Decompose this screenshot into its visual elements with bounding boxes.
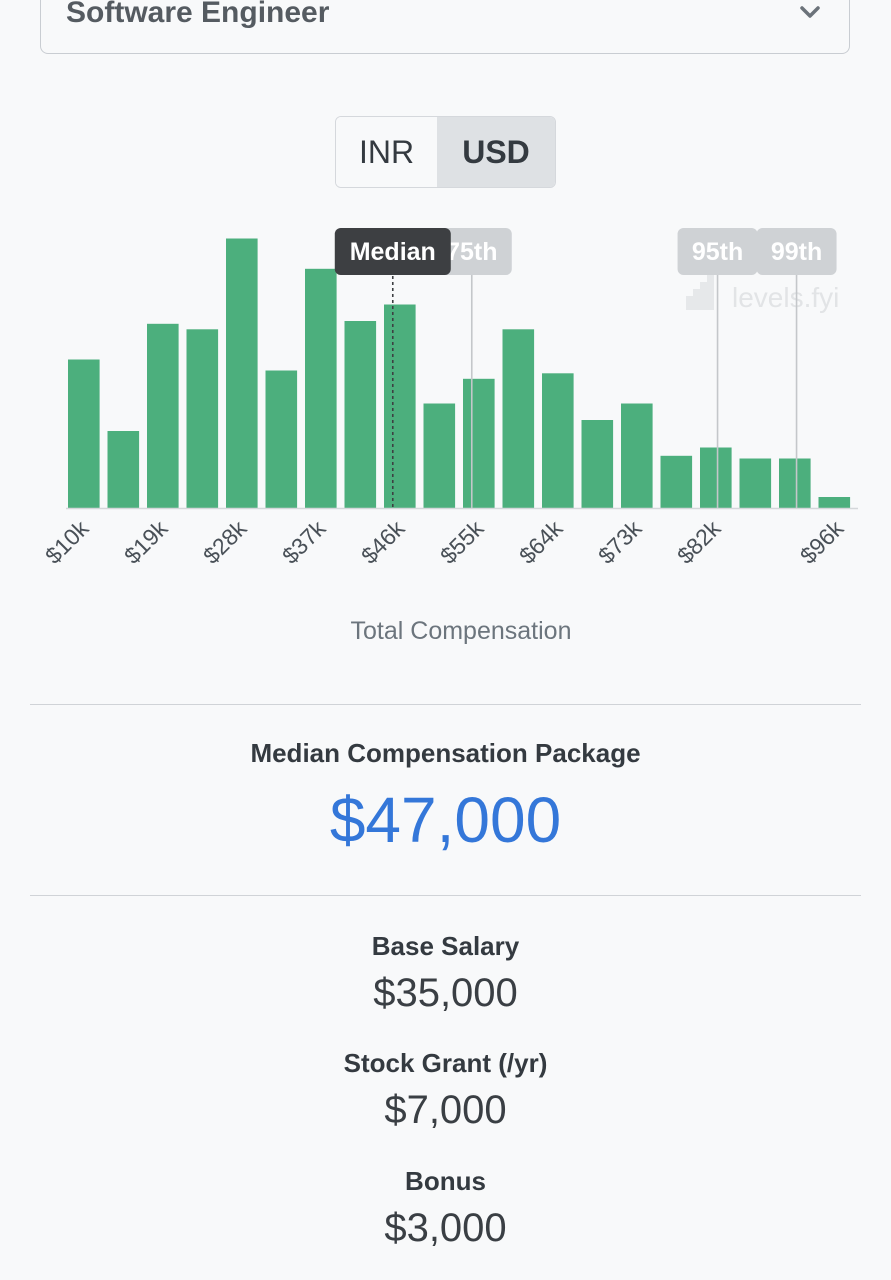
divider <box>30 895 861 896</box>
median-value: $47,000 <box>329 784 562 856</box>
levels-logo-icon <box>686 275 714 310</box>
histogram-bar <box>384 304 416 508</box>
stock-grant-value: $7,000 <box>384 1088 507 1132</box>
x-tick-label: $37k <box>277 515 331 569</box>
histogram-bar <box>344 321 377 508</box>
currency-option-usd[interactable]: USD <box>437 117 555 187</box>
watermark-text: levels.fyi <box>732 282 839 313</box>
histogram-bar <box>107 431 140 508</box>
histogram-bar <box>423 403 456 508</box>
percentile-badge-label: 95th <box>692 238 743 266</box>
percentile-badge-label: 99th <box>771 238 822 266</box>
base-salary-label: Base Salary <box>371 931 520 961</box>
histogram-bar <box>463 378 495 509</box>
x-tick-label: $73k <box>593 515 647 569</box>
x-tick-label: $10k <box>40 515 94 569</box>
x-tick-label: $46k <box>356 515 410 569</box>
histogram-bar <box>542 373 574 509</box>
x-axis-label: Total Compensation <box>351 617 572 645</box>
histogram-bar <box>147 323 179 509</box>
histogram-bar <box>68 359 100 508</box>
x-tick-label: $55k <box>435 515 489 569</box>
chevron-down-icon <box>800 6 820 18</box>
stock-grant-label: Stock Grant (/yr) <box>343 1048 548 1078</box>
bonus-label: Bonus <box>405 1166 486 1196</box>
histogram-bar <box>739 458 772 508</box>
job-title-value: Software Engineer <box>66 0 330 29</box>
levels-fyi-watermark: levels.fyi <box>686 275 839 313</box>
job-title-dropdown[interactable]: Software Engineer <box>40 0 850 54</box>
percentile-badge-label: 75th <box>446 238 497 266</box>
histogram-bar <box>660 455 693 509</box>
base-salary-value: $35,000 <box>373 971 518 1015</box>
percentile-badge <box>677 228 758 275</box>
median-title: Median Compensation Package <box>250 738 641 768</box>
percentile-badge <box>431 228 512 275</box>
histogram-bar <box>779 458 811 508</box>
currency-toggle[interactable]: INR USD <box>335 116 556 188</box>
median-badge <box>334 228 451 275</box>
histogram-bar <box>700 447 732 508</box>
divider <box>30 704 861 705</box>
histogram-bar <box>502 329 535 509</box>
x-tick-label: $82k <box>672 515 726 569</box>
x-tick-label: $64k <box>514 515 568 569</box>
histogram-bar <box>581 420 614 508</box>
histogram-bar <box>305 268 337 509</box>
histogram-bar <box>818 497 851 508</box>
median-badge-label: Median <box>350 238 436 266</box>
x-tick-label: $19k <box>119 515 173 569</box>
x-tick-label: $28k <box>198 515 252 569</box>
histogram-bar <box>621 403 653 508</box>
x-tick-label: $96k <box>795 515 849 569</box>
histogram-bar <box>186 329 219 509</box>
compensation-histogram: levels.fyi 75th 95th 99th Median $10k $19k $28k… <box>40 228 858 645</box>
bonus-value: $3,000 <box>384 1206 507 1250</box>
histogram-bar <box>226 238 258 508</box>
currency-option-inr[interactable]: INR <box>336 117 437 187</box>
histogram-bar <box>265 370 298 508</box>
percentile-badge <box>756 228 837 275</box>
